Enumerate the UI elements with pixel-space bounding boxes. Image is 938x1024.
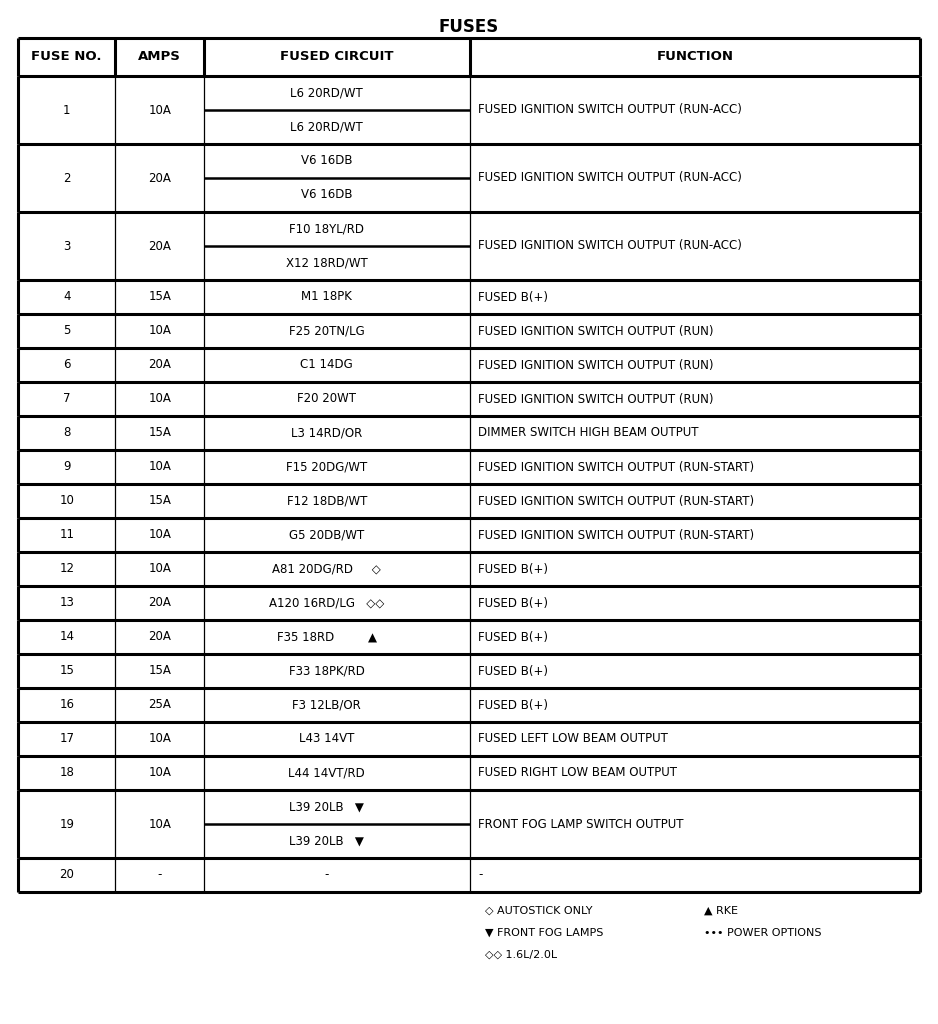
- Text: 10: 10: [59, 495, 74, 508]
- Text: 2: 2: [63, 171, 70, 184]
- Text: 25A: 25A: [148, 698, 171, 712]
- Text: FUSED IGNITION SWITCH OUTPUT (RUN-ACC): FUSED IGNITION SWITCH OUTPUT (RUN-ACC): [477, 103, 742, 117]
- Text: FRONT FOG LAMP SWITCH OUTPUT: FRONT FOG LAMP SWITCH OUTPUT: [477, 817, 684, 830]
- Text: FUNCTION: FUNCTION: [657, 50, 734, 63]
- Text: 16: 16: [59, 698, 74, 712]
- Text: V6 16DB: V6 16DB: [301, 155, 353, 168]
- Text: 20A: 20A: [148, 631, 171, 643]
- Text: 15: 15: [59, 665, 74, 678]
- Text: 10A: 10A: [148, 392, 171, 406]
- Text: 10A: 10A: [148, 562, 171, 575]
- Text: 10A: 10A: [148, 767, 171, 779]
- Text: ◇ AUTOSTICK ONLY: ◇ AUTOSTICK ONLY: [485, 906, 593, 916]
- Text: F12 18DB/WT: F12 18DB/WT: [287, 495, 367, 508]
- Text: 15A: 15A: [148, 495, 171, 508]
- Text: X12 18RD/WT: X12 18RD/WT: [286, 256, 368, 269]
- Text: FUSES: FUSES: [439, 18, 499, 36]
- Text: M1 18PK: M1 18PK: [301, 291, 353, 303]
- Text: ▼ FRONT FOG LAMPS: ▼ FRONT FOG LAMPS: [485, 928, 603, 938]
- Text: DIMMER SWITCH HIGH BEAM OUTPUT: DIMMER SWITCH HIGH BEAM OUTPUT: [477, 427, 699, 439]
- Text: L39 20LB   ▼: L39 20LB ▼: [290, 835, 364, 848]
- Text: -: -: [477, 868, 482, 882]
- Text: F20 20WT: F20 20WT: [297, 392, 356, 406]
- Text: 10A: 10A: [148, 325, 171, 338]
- Text: 10A: 10A: [148, 528, 171, 542]
- Text: FUSED B(+): FUSED B(+): [477, 698, 548, 712]
- Text: 20: 20: [59, 868, 74, 882]
- Text: 1: 1: [63, 103, 70, 117]
- Text: F3 12LB/OR: F3 12LB/OR: [293, 698, 361, 712]
- Text: ▲ RKE: ▲ RKE: [704, 906, 738, 916]
- Text: L3 14RD/OR: L3 14RD/OR: [291, 427, 362, 439]
- Text: 6: 6: [63, 358, 70, 372]
- Text: 10A: 10A: [148, 732, 171, 745]
- Text: FUSED IGNITION SWITCH OUTPUT (RUN): FUSED IGNITION SWITCH OUTPUT (RUN): [477, 392, 714, 406]
- Text: 20A: 20A: [148, 597, 171, 609]
- Text: 10A: 10A: [148, 461, 171, 473]
- Text: FUSED RIGHT LOW BEAM OUTPUT: FUSED RIGHT LOW BEAM OUTPUT: [477, 767, 677, 779]
- Text: F10 18YL/RD: F10 18YL/RD: [289, 222, 364, 236]
- Text: ◇◇ 1.6L/2.0L: ◇◇ 1.6L/2.0L: [485, 950, 557, 961]
- Text: FUSED B(+): FUSED B(+): [477, 631, 548, 643]
- Text: ••• POWER OPTIONS: ••• POWER OPTIONS: [704, 928, 822, 938]
- Text: FUSE NO.: FUSE NO.: [32, 50, 102, 63]
- Text: FUSED IGNITION SWITCH OUTPUT (RUN-START): FUSED IGNITION SWITCH OUTPUT (RUN-START): [477, 528, 754, 542]
- Text: 15A: 15A: [148, 427, 171, 439]
- Text: 5: 5: [63, 325, 70, 338]
- Text: L6 20RD/WT: L6 20RD/WT: [291, 86, 363, 99]
- Text: 15A: 15A: [148, 291, 171, 303]
- Text: 4: 4: [63, 291, 70, 303]
- Text: 8: 8: [63, 427, 70, 439]
- Text: F35 18RD         ▲: F35 18RD ▲: [277, 631, 377, 643]
- Text: 20A: 20A: [148, 240, 171, 253]
- Text: F33 18PK/RD: F33 18PK/RD: [289, 665, 365, 678]
- Text: F25 20TN/LG: F25 20TN/LG: [289, 325, 365, 338]
- Text: L43 14VT: L43 14VT: [299, 732, 355, 745]
- Text: 10A: 10A: [148, 817, 171, 830]
- Text: 15A: 15A: [148, 665, 171, 678]
- Text: FUSED B(+): FUSED B(+): [477, 597, 548, 609]
- Text: FUSED IGNITION SWITCH OUTPUT (RUN): FUSED IGNITION SWITCH OUTPUT (RUN): [477, 358, 714, 372]
- Text: 3: 3: [63, 240, 70, 253]
- Text: AMPS: AMPS: [138, 50, 181, 63]
- Text: F15 20DG/WT: F15 20DG/WT: [286, 461, 368, 473]
- Text: FUSED B(+): FUSED B(+): [477, 562, 548, 575]
- Text: L39 20LB   ▼: L39 20LB ▼: [290, 801, 364, 813]
- Text: 12: 12: [59, 562, 74, 575]
- Text: FUSED IGNITION SWITCH OUTPUT (RUN-ACC): FUSED IGNITION SWITCH OUTPUT (RUN-ACC): [477, 240, 742, 253]
- Text: 13: 13: [59, 597, 74, 609]
- Text: A120 16RD/LG   ◇◇: A120 16RD/LG ◇◇: [269, 597, 385, 609]
- Text: -: -: [158, 868, 161, 882]
- Text: A81 20DG/RD     ◇: A81 20DG/RD ◇: [272, 562, 381, 575]
- Text: FUSED IGNITION SWITCH OUTPUT (RUN-START): FUSED IGNITION SWITCH OUTPUT (RUN-START): [477, 495, 754, 508]
- Text: 11: 11: [59, 528, 74, 542]
- Text: 7: 7: [63, 392, 70, 406]
- Text: FUSED B(+): FUSED B(+): [477, 291, 548, 303]
- Text: 19: 19: [59, 817, 74, 830]
- Text: FUSED LEFT LOW BEAM OUTPUT: FUSED LEFT LOW BEAM OUTPUT: [477, 732, 668, 745]
- Text: FUSED IGNITION SWITCH OUTPUT (RUN): FUSED IGNITION SWITCH OUTPUT (RUN): [477, 325, 714, 338]
- Text: 20A: 20A: [148, 171, 171, 184]
- Text: L6 20RD/WT: L6 20RD/WT: [291, 121, 363, 133]
- Text: 18: 18: [59, 767, 74, 779]
- Text: C1 14DG: C1 14DG: [300, 358, 354, 372]
- Text: V6 16DB: V6 16DB: [301, 188, 353, 202]
- Text: FUSED IGNITION SWITCH OUTPUT (RUN-START): FUSED IGNITION SWITCH OUTPUT (RUN-START): [477, 461, 754, 473]
- Text: G5 20DB/WT: G5 20DB/WT: [289, 528, 365, 542]
- Text: 9: 9: [63, 461, 70, 473]
- Text: L44 14VT/RD: L44 14VT/RD: [289, 767, 365, 779]
- Text: -: -: [325, 868, 329, 882]
- Text: 17: 17: [59, 732, 74, 745]
- Text: 14: 14: [59, 631, 74, 643]
- Text: FUSED CIRCUIT: FUSED CIRCUIT: [280, 50, 394, 63]
- Text: FUSED IGNITION SWITCH OUTPUT (RUN-ACC): FUSED IGNITION SWITCH OUTPUT (RUN-ACC): [477, 171, 742, 184]
- Text: FUSED B(+): FUSED B(+): [477, 665, 548, 678]
- Text: 20A: 20A: [148, 358, 171, 372]
- Text: 10A: 10A: [148, 103, 171, 117]
